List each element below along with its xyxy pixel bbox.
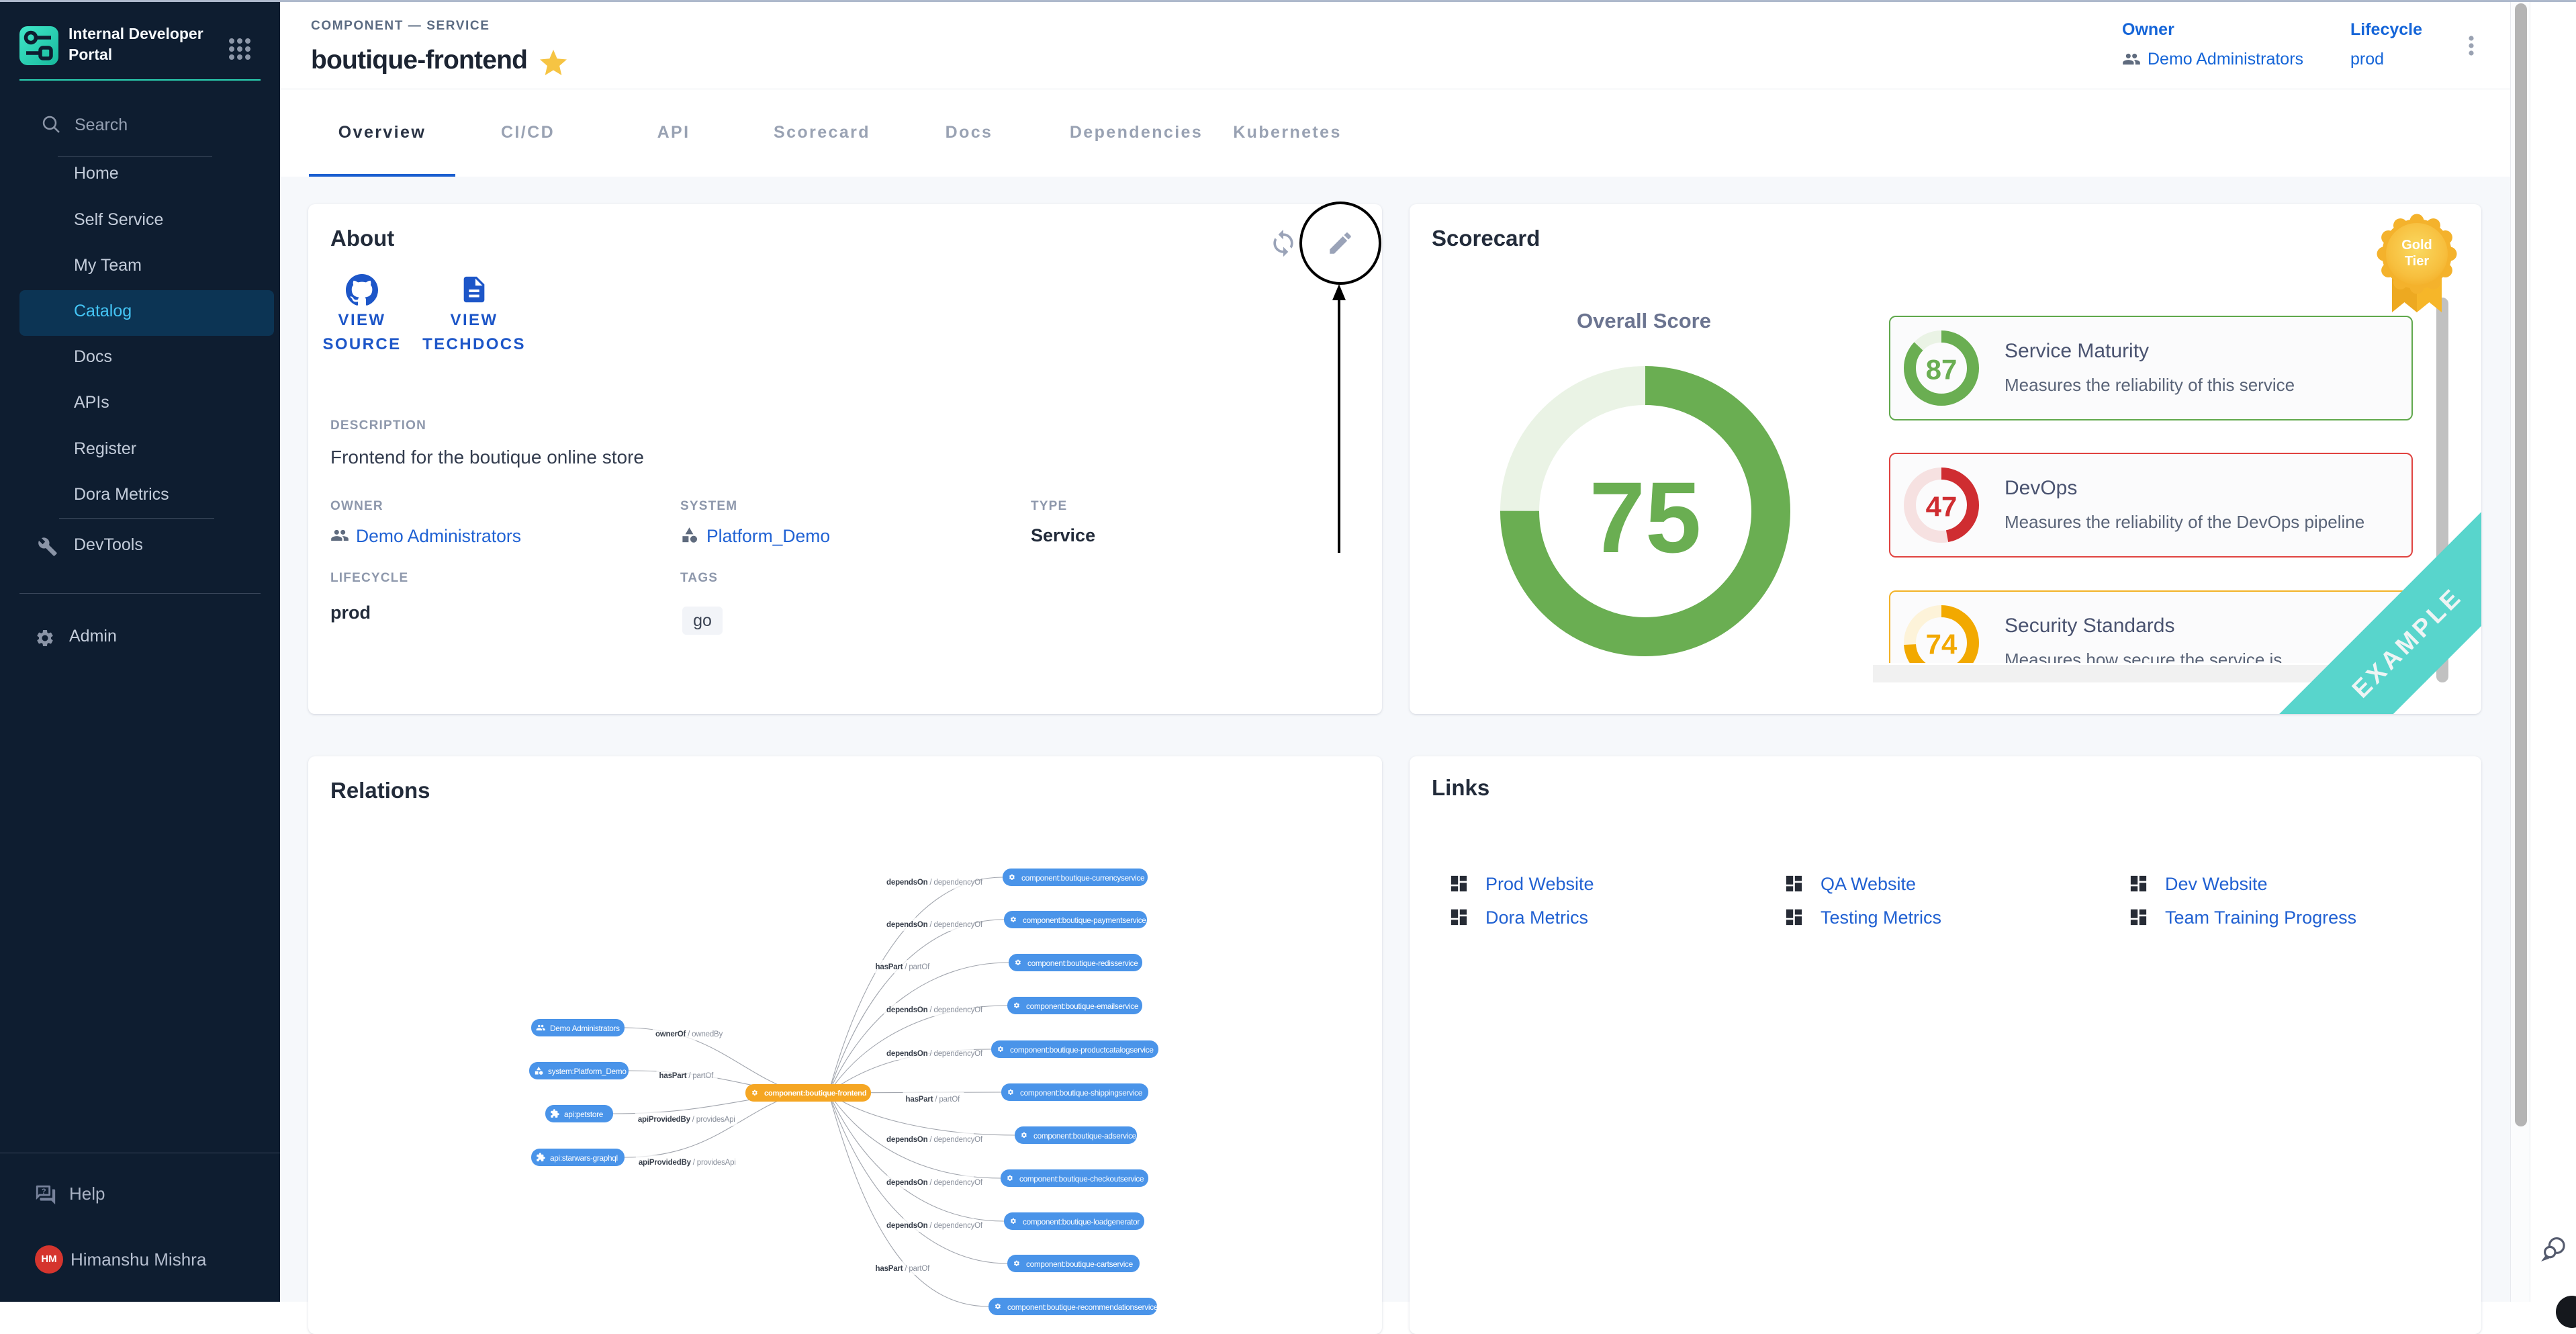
svg-text:component:boutique-currencyser: component:boutique-currencyservice (1021, 873, 1145, 883)
svg-text:dependsOn / dependencyOf: dependsOn / dependencyOf (886, 921, 983, 929)
svg-text:component:boutique-adservice: component:boutique-adservice (1033, 1131, 1137, 1141)
svg-text:dependsOn / dependencyOf: dependsOn / dependencyOf (886, 1050, 983, 1058)
svg-text:74: 74 (1926, 629, 1958, 660)
svg-text:Tier: Tier (2405, 254, 2430, 269)
svg-text:87: 87 (1926, 354, 1958, 386)
svg-text:component:boutique-paymentserv: component:boutique-paymentservice (1023, 916, 1146, 925)
svg-text:Demo Administrators: Demo Administrators (550, 1024, 620, 1033)
svg-text:dependsOn / dependencyOf: dependsOn / dependencyOf (886, 879, 983, 887)
svg-text:dependsOn / dependencyOf: dependsOn / dependencyOf (886, 1179, 983, 1187)
svg-text:apiProvidedBy / providesApi: apiProvidedBy / providesApi (638, 1116, 735, 1124)
svg-text:hasPart / partOf: hasPart / partOf (876, 963, 931, 971)
svg-text:hasPart / partOf: hasPart / partOf (876, 1265, 931, 1273)
svg-text:component:boutique-loadgenerat: component:boutique-loadgenerator (1023, 1217, 1140, 1227)
svg-text:component:boutique-cartservice: component:boutique-cartservice (1026, 1259, 1134, 1269)
svg-text:ownerOf / ownedBy: ownerOf / ownedBy (655, 1030, 723, 1038)
svg-text:component:boutique-checkoutser: component:boutique-checkoutservice (1019, 1174, 1144, 1184)
svg-text:Gold: Gold (2401, 238, 2432, 253)
svg-text:component:boutique-shippingser: component:boutique-shippingservice (1020, 1088, 1143, 1098)
svg-text:api:petstore: api:petstore (564, 1110, 604, 1119)
svg-text:75: 75 (1590, 461, 1702, 574)
svg-text:?: ? (42, 1188, 46, 1196)
svg-text:component:boutique-emailservic: component:boutique-emailservice (1026, 1002, 1139, 1011)
svg-text:dependsOn / dependencyOf: dependsOn / dependencyOf (886, 1136, 983, 1144)
svg-text:component:boutique-frontend: component:boutique-frontend (764, 1090, 867, 1098)
svg-text:dependsOn / dependencyOf: dependsOn / dependencyOf (886, 1222, 983, 1230)
svg-text:api:starwars-graphql: api:starwars-graphql (550, 1153, 618, 1163)
svg-text:hasPart / partOf: hasPart / partOf (906, 1096, 961, 1104)
svg-text:component:boutique-productcata: component:boutique-productcatalogservice (1010, 1045, 1154, 1055)
svg-text:47: 47 (1926, 491, 1958, 523)
svg-text:hasPart / partOf: hasPart / partOf (659, 1072, 715, 1080)
svg-text:component:boutique-redisservic: component:boutique-redisservice (1027, 959, 1138, 968)
svg-text:apiProvidedBy / providesApi: apiProvidedBy / providesApi (639, 1159, 736, 1167)
svg-text:component:boutique-recommendat: component:boutique-recommendationservice (1007, 1302, 1158, 1312)
svg-text:system:Platform_Demo: system:Platform_Demo (548, 1067, 627, 1076)
svg-text:dependsOn / dependencyOf: dependsOn / dependencyOf (886, 1006, 983, 1014)
